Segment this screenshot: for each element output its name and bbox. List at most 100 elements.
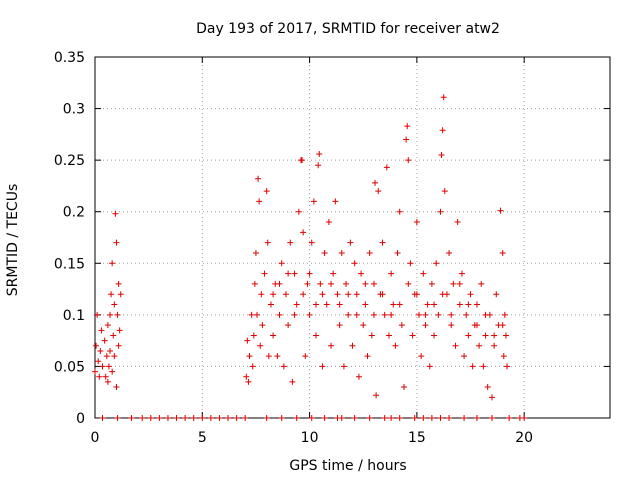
- data-point: [310, 198, 317, 205]
- data-point: [411, 415, 418, 421]
- data-point: [302, 353, 309, 360]
- data-point: [330, 270, 337, 277]
- data-point: [291, 270, 298, 277]
- data-point: [306, 270, 313, 277]
- data-point: [242, 415, 249, 421]
- data-point: [484, 384, 491, 391]
- data-point: [422, 311, 429, 318]
- data-point: [398, 322, 405, 329]
- data-point: [426, 363, 433, 370]
- data-point: [94, 311, 101, 318]
- data-point: [99, 363, 106, 370]
- data-point: [521, 415, 528, 421]
- data-point: [372, 179, 379, 186]
- data-point: [478, 280, 485, 287]
- data-point: [338, 249, 345, 256]
- data-point: [437, 208, 444, 215]
- data-point: [368, 332, 375, 339]
- data-point: [458, 270, 465, 277]
- data-point: [257, 342, 264, 349]
- data-point: [469, 363, 476, 370]
- data-point: [304, 280, 311, 287]
- data-point: [420, 270, 427, 277]
- data-point: [295, 208, 302, 215]
- data-point: [424, 301, 431, 308]
- data-point: [446, 249, 453, 256]
- y-tick-label: 0.25: [54, 153, 85, 169]
- data-point: [501, 311, 508, 318]
- data-point: [285, 322, 292, 329]
- data-point: [243, 373, 250, 380]
- data-point: [252, 249, 259, 256]
- data-point: [245, 378, 252, 385]
- data-point: [107, 347, 114, 354]
- data-point: [199, 415, 206, 421]
- x-tick-label: 0: [91, 430, 100, 446]
- data-point: [267, 301, 274, 308]
- data-point: [448, 311, 455, 318]
- data-point: [504, 363, 510, 370]
- data-point: [319, 291, 326, 298]
- data-point: [351, 415, 358, 421]
- data-point: [109, 368, 116, 375]
- data-point: [282, 291, 289, 298]
- data-point: [353, 311, 360, 318]
- data-point: [420, 415, 427, 421]
- data-point: [439, 127, 446, 134]
- data-point: [396, 208, 403, 215]
- data-point: [461, 415, 468, 421]
- data-point: [173, 415, 180, 421]
- data-point: [482, 311, 489, 318]
- data-point: [316, 150, 323, 157]
- data-point: [264, 239, 271, 246]
- data-point: [278, 260, 285, 267]
- data-point: [491, 332, 498, 339]
- data-point: [448, 322, 455, 329]
- data-point: [276, 311, 283, 318]
- data-point: [276, 280, 283, 287]
- data-point: [274, 353, 281, 360]
- data-point: [362, 301, 369, 308]
- axis-ticks: 0 0.05 0.1 0.15 0.2 0.25 0.3 0.35 0 5 10 15 20: [54, 50, 610, 446]
- data-point: [435, 311, 442, 318]
- data-point: [97, 347, 104, 354]
- data-point: [465, 332, 472, 339]
- data-point: [244, 337, 251, 344]
- data-point: [101, 337, 108, 344]
- data-point: [360, 322, 367, 329]
- data-point: [207, 415, 214, 421]
- x-tick-label: 20: [515, 430, 533, 446]
- data-point: [385, 332, 392, 339]
- data-point: [433, 260, 440, 267]
- data-point: [259, 322, 266, 329]
- data-point: [334, 291, 341, 298]
- data-point: [340, 363, 347, 370]
- data-point: [313, 301, 320, 308]
- data-point: [456, 280, 463, 287]
- data-point: [111, 353, 118, 360]
- data-point: [401, 384, 407, 391]
- data-point: [345, 291, 352, 298]
- data-point: [418, 353, 425, 360]
- data-point: [461, 353, 468, 360]
- data-point: [388, 415, 395, 421]
- data-point: [439, 291, 446, 298]
- data-point: [114, 311, 121, 318]
- data-point: [111, 301, 118, 308]
- data-point: [390, 301, 397, 308]
- data-point: [328, 280, 335, 287]
- data-point: [308, 415, 315, 421]
- data-point: [480, 363, 487, 370]
- data-point: [506, 415, 513, 421]
- data-point: [349, 342, 356, 349]
- y-tick-label: 0: [76, 411, 85, 427]
- data-point: [440, 94, 447, 101]
- data-point: [291, 311, 298, 318]
- data-point: [280, 363, 287, 370]
- grid-lines: [95, 57, 610, 418]
- data-point: [473, 415, 480, 421]
- data-point: [114, 415, 121, 421]
- data-point: [405, 280, 412, 287]
- data-point: [456, 301, 463, 308]
